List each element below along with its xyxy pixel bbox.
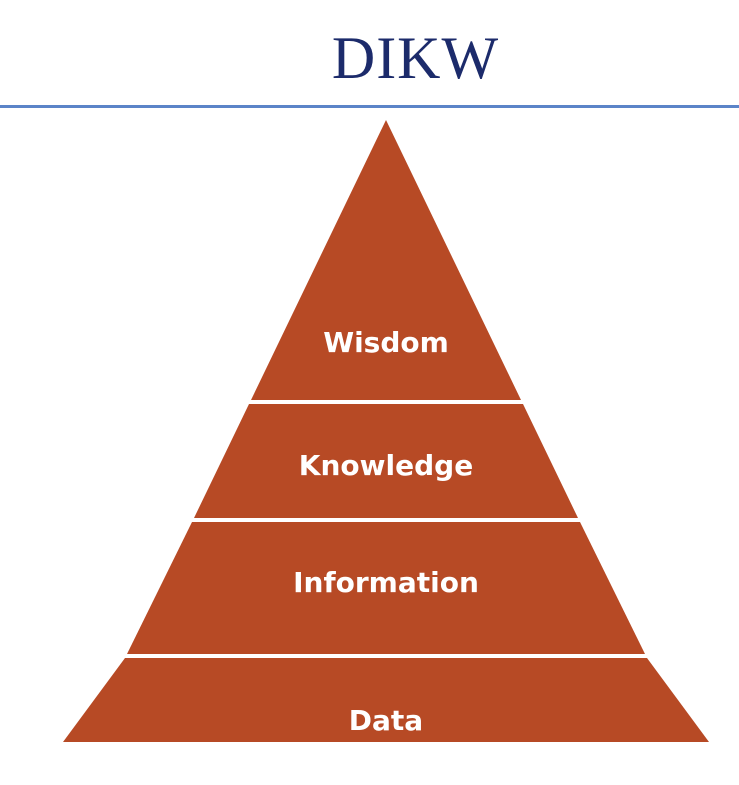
pyramid-level-data [63,658,709,742]
pyramid-level-information [127,522,645,654]
pyramid-label-information: Information [293,566,479,599]
pyramid-level-wisdom [251,120,521,400]
pyramid-label-data: Data [349,704,423,737]
pyramid-label-wisdom: Wisdom [323,326,449,359]
pyramid-label-knowledge: Knowledge [299,449,473,482]
title-divider [0,105,739,108]
pyramid-level-knowledge [194,404,578,518]
page-title: DIKW [331,25,500,91]
